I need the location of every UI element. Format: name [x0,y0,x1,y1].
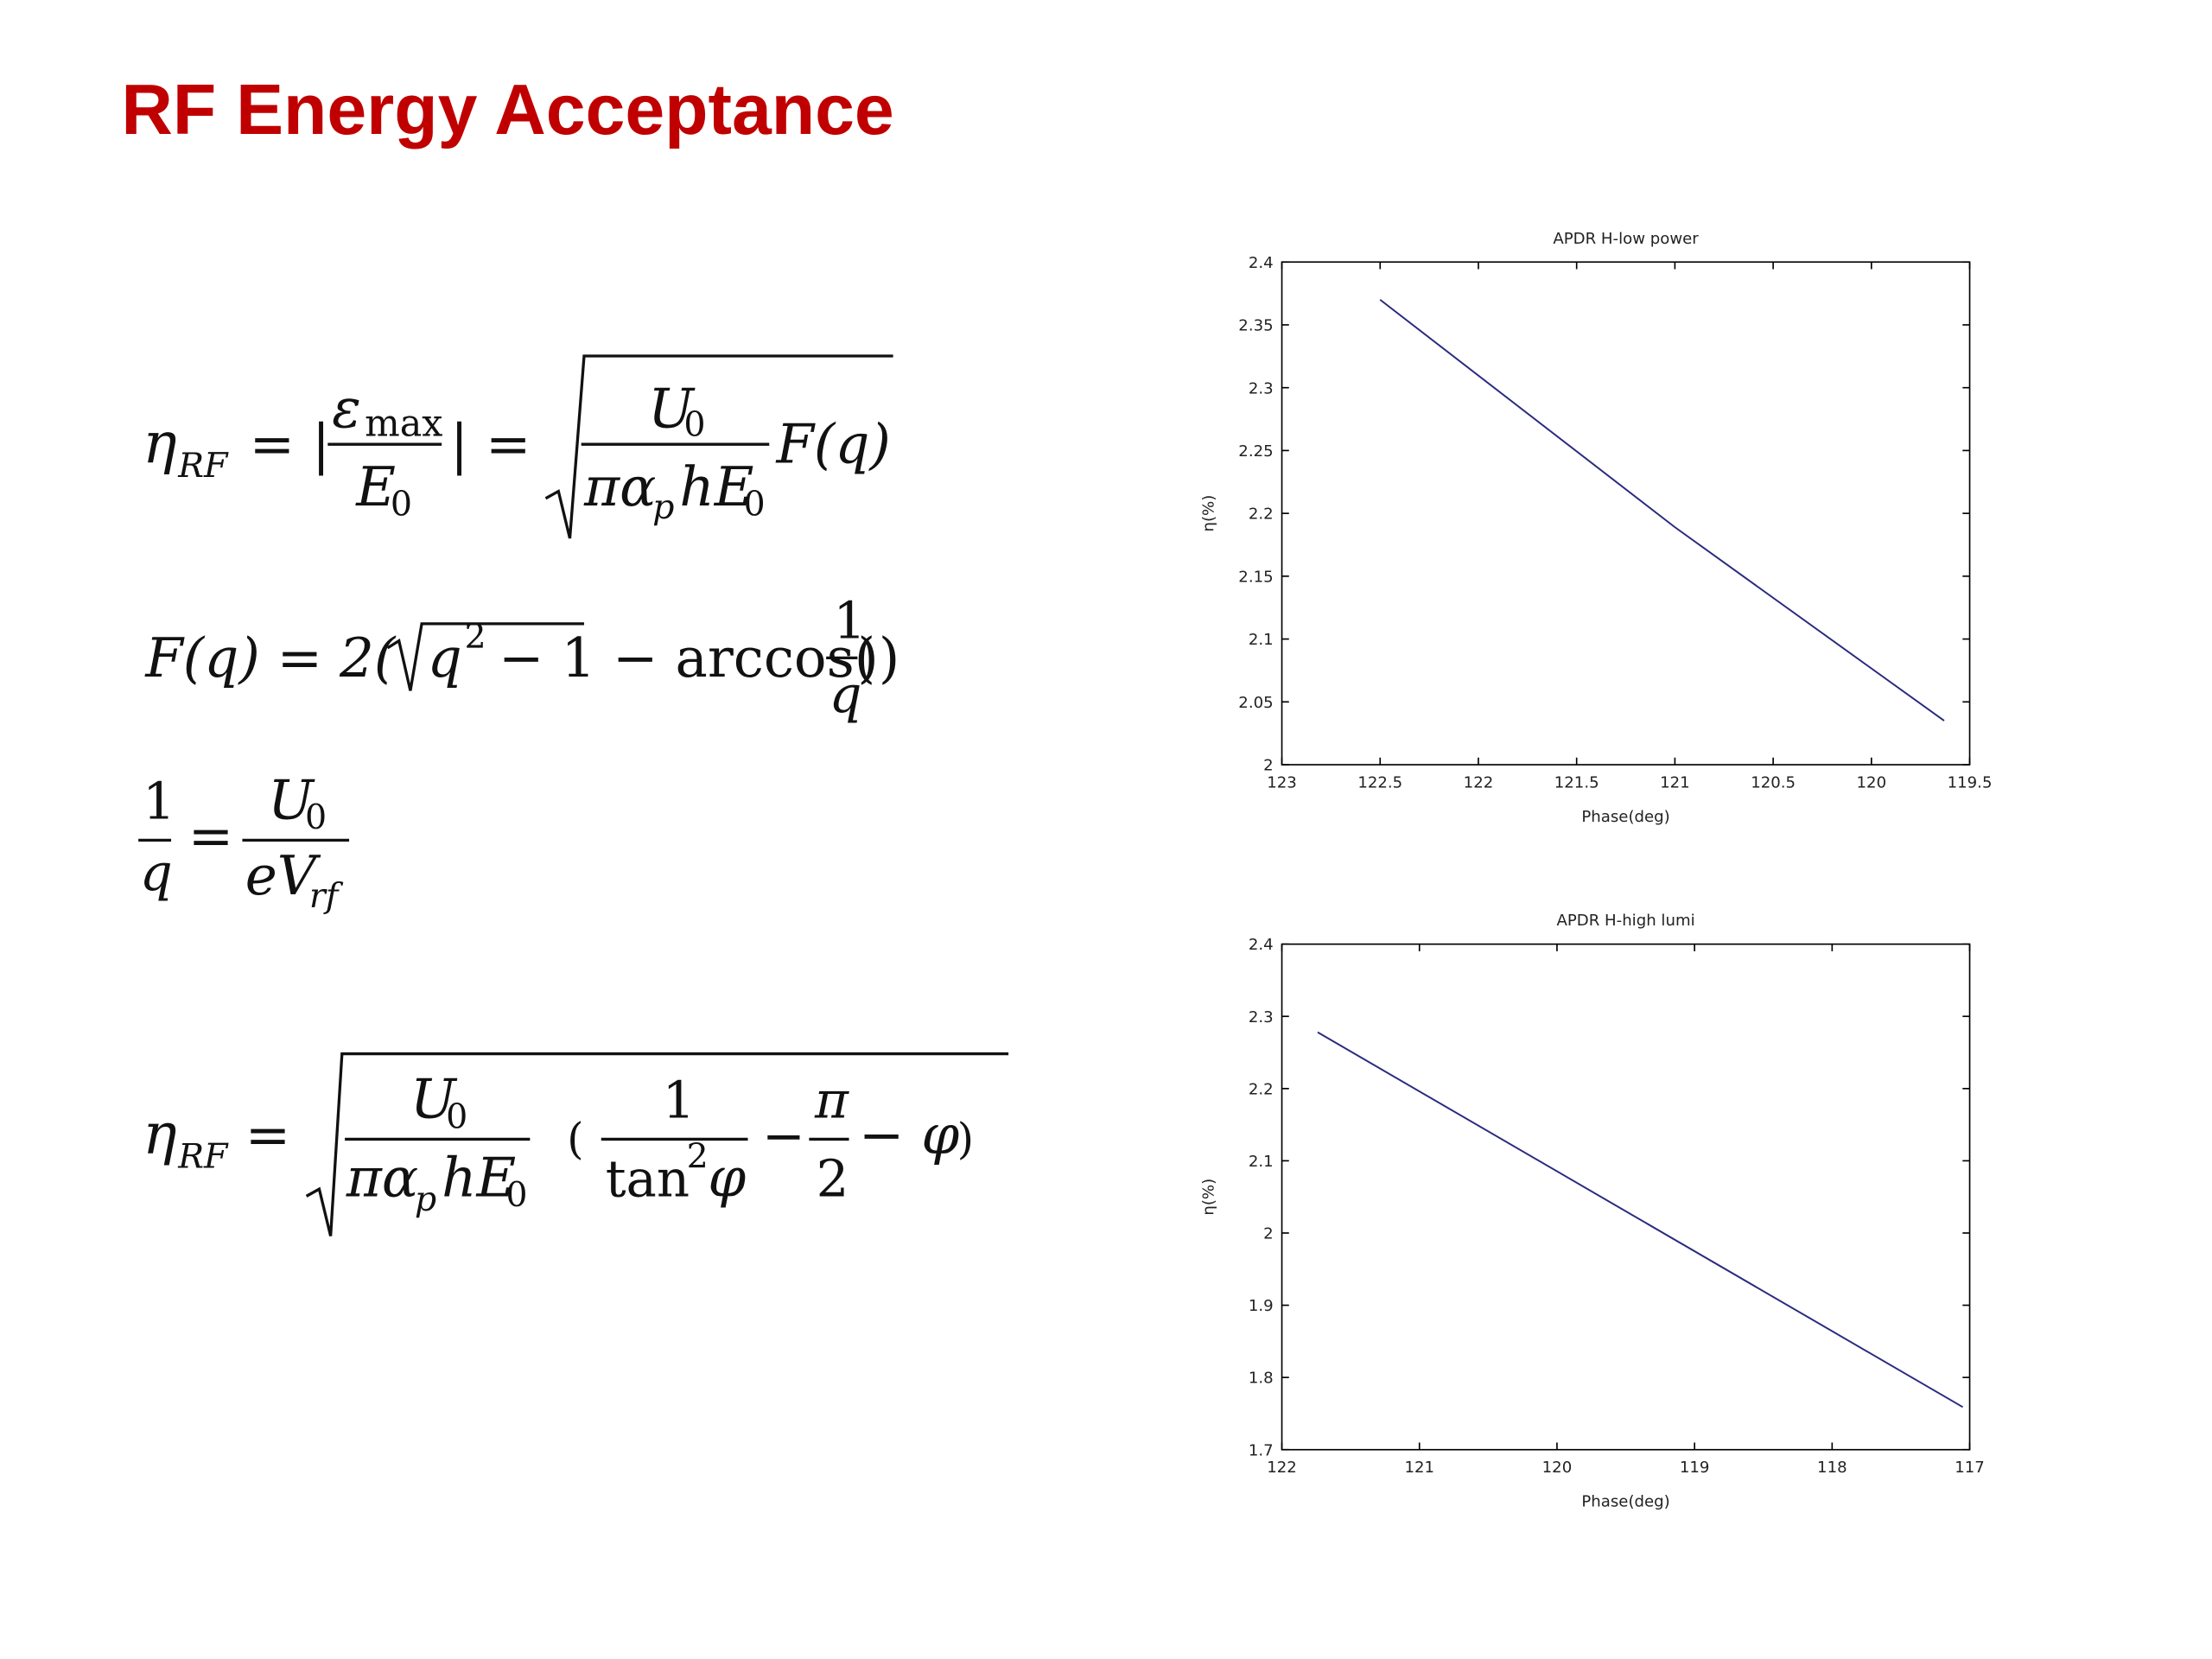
x-tick-label: 122.5 [1357,773,1402,791]
y-tick-label: 2 [1263,757,1274,775]
equation-part: p [652,487,674,527]
x-axis-label: Phase(deg) [1581,1493,1669,1511]
equation-part: 0 [305,798,327,837]
x-tick-label: 121 [1660,773,1690,791]
equation-part: F(q) = 2( [144,626,396,690]
chart-title: APDR H-high lumi [1556,912,1694,930]
equation-part: eV [245,844,321,907]
y-tick-label: 1.9 [1249,1297,1274,1315]
y-tick-label: 2.1 [1249,1153,1274,1171]
x-tick-label: 120 [1857,773,1887,791]
equation-part: U [648,377,696,440]
y-tick-label: 2.3 [1249,1008,1274,1027]
sqrt-sign [305,1052,1009,1236]
plot-frame [1281,943,1971,1451]
slide-title: RF Energy Acceptance [121,70,893,149]
data-line [1379,299,1945,721]
equation-part: 2 [687,1136,709,1176]
equation-part: = [188,804,233,868]
equation-part: 0 [683,404,705,444]
equation-part: 1 [833,590,866,650]
x-tick-label: 122 [1267,1459,1297,1477]
equation-part: 0 [744,485,766,524]
equation-part: E [355,455,396,518]
equation-part: ( [567,1114,583,1164]
equation-part: F(q) [775,413,890,476]
x-tick-label: 117 [1955,1459,1985,1477]
equation-part: RF [177,1136,229,1176]
equation-part: − [762,1106,805,1166]
x-tick-label: 119.5 [1948,773,1993,791]
y-tick-label: 2.25 [1238,442,1273,461]
equation-part: p [415,1179,436,1219]
equation-part: max [365,402,442,445]
y-tick-label: 1.7 [1249,1441,1274,1459]
equation-part: ) [957,1114,974,1164]
y-tick-label: 2.3 [1249,379,1274,397]
equation-part: | = [450,413,531,476]
equation-part: q [140,842,173,902]
equation-part: πα [583,455,656,518]
y-axis-label: η(%) [1199,495,1217,532]
x-tick-label: 122 [1464,773,1494,791]
equation-part: 0 [391,485,412,524]
y-axis-label: η(%) [1199,1179,1217,1216]
equation-part: − φ [859,1103,959,1166]
y-tick-label: 2.4 [1249,254,1274,272]
equation-part: U [268,769,315,832]
data-line [1317,1031,1964,1408]
equation-part: 0 [446,1096,467,1136]
x-axis-label: Phase(deg) [1581,808,1669,826]
plot-frame [1281,261,1971,766]
equation-strokes [138,354,1009,1236]
x-tick-label: 123 [1267,773,1297,791]
equation-part: 1 [143,772,175,831]
equation-part: πα [346,1146,418,1209]
y-tick-label: 2.15 [1238,568,1273,586]
x-tick-label: 121 [1404,1459,1434,1477]
sqrt-sign [386,622,584,691]
y-tick-label: 2.4 [1249,936,1274,954]
y-tick-label: 2 [1263,1225,1274,1243]
y-tick-label: 1.8 [1249,1370,1274,1388]
equation-part: RF [177,446,229,486]
y-tick-label: 2.2 [1249,505,1274,524]
equation-part: hE [679,455,753,518]
equation-part: q [428,626,462,690]
equation-part: 0 [505,1175,527,1215]
equation-part: η [143,410,177,477]
equation-part: 2 [465,617,486,657]
y-tick-label: 2.2 [1249,1080,1274,1098]
equation-part: = [245,1103,290,1166]
chart-title: APDR H-low power [1553,230,1699,248]
equation-part: − 1 − arccos( [499,626,875,690]
equation-part: )) [857,626,899,690]
equation-part: hE [442,1146,516,1209]
x-tick-label: 118 [1817,1459,1847,1477]
x-tick-label: 120 [1542,1459,1573,1477]
equation-part: rf [309,876,344,916]
y-tick-label: 2.05 [1238,694,1273,712]
x-tick-label: 120.5 [1751,773,1796,791]
equation-part: U [410,1068,458,1131]
equation-part: tan [606,1148,690,1208]
equation-part: ε [332,377,361,440]
sqrt-sign [544,354,893,539]
x-tick-label: 119 [1680,1459,1710,1477]
equation-part: 1 [663,1071,696,1130]
y-tick-label: 2.1 [1249,631,1274,649]
y-tick-label: 2.35 [1238,317,1273,335]
equation-part: φ [708,1146,746,1209]
x-tick-label: 121.5 [1554,773,1599,791]
equation-part: = | [250,413,330,476]
equation-part: q [829,664,861,724]
equation-part: π [814,1071,849,1130]
equation-part: η [143,1101,177,1167]
equation-part: 2 [817,1148,849,1208]
